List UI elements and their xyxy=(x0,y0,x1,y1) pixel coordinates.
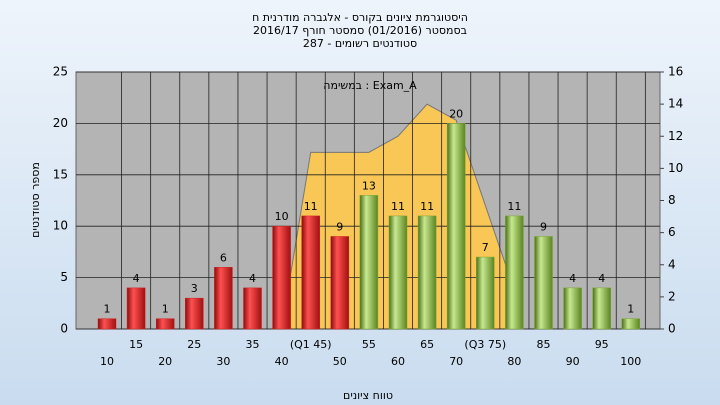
annotation: במשימה : Exam_A xyxy=(323,79,417,92)
x-axis-label: טווח ציונים xyxy=(343,389,393,402)
y2-tick-label: 0 xyxy=(668,322,676,336)
bar xyxy=(155,318,175,330)
y2-tick-label: 14 xyxy=(668,97,683,111)
y2-tick-label: 6 xyxy=(668,225,676,239)
data-label: 13 xyxy=(362,179,376,192)
bar xyxy=(592,287,611,330)
y2-tick-label: 4 xyxy=(668,257,676,271)
x-tick-label: 100 xyxy=(620,355,641,368)
bar xyxy=(126,287,146,330)
data-label: 20 xyxy=(449,107,463,120)
x-tick-label: 85 xyxy=(537,338,551,351)
bar xyxy=(330,236,350,330)
bar xyxy=(214,267,233,330)
data-label: 11 xyxy=(304,200,318,213)
data-label: 4 xyxy=(598,272,605,285)
chart-subtitle: בסמסטר (01/2016) סמסטר חורף 2016/17 xyxy=(253,24,467,37)
bar xyxy=(359,195,379,330)
bar xyxy=(301,215,320,330)
y2-tick-label: 12 xyxy=(668,129,683,143)
x-tick-label: 15 xyxy=(129,338,143,351)
data-label: 6 xyxy=(220,251,227,264)
y-tick-label: 5 xyxy=(60,270,68,284)
data-label: 4 xyxy=(569,272,576,285)
x-tick-label: 25 xyxy=(187,338,201,351)
x-tick-label: 90 xyxy=(566,355,580,368)
bar xyxy=(534,236,553,330)
x-tick-label: 50 xyxy=(333,355,347,368)
bar xyxy=(417,215,437,330)
x-tick-label: 30 xyxy=(216,355,230,368)
data-label: 3 xyxy=(191,282,198,295)
bar xyxy=(185,297,204,330)
x-tick-label: 70 xyxy=(449,355,463,368)
chart-title: היסטוגרמת ציונים בקורס - אלגברה מודרנית … xyxy=(252,11,468,24)
bar xyxy=(446,123,466,330)
y-tick-label: 15 xyxy=(53,167,68,181)
bar xyxy=(388,215,408,330)
data-label: 11 xyxy=(420,200,434,213)
y2-tick-label: 16 xyxy=(668,65,683,79)
x-tick-label: (Q1 45) xyxy=(290,338,332,351)
y-tick-label: 25 xyxy=(53,65,68,79)
y2-tick-label: 8 xyxy=(668,193,676,207)
data-label: 1 xyxy=(627,303,634,316)
data-label: 11 xyxy=(507,200,521,213)
data-label: 7 xyxy=(482,241,489,254)
x-tick-label: (Q3 75) xyxy=(464,338,506,351)
data-label: 1 xyxy=(104,303,111,316)
bar xyxy=(97,318,117,330)
bar xyxy=(505,215,524,330)
x-tick-label: 10 xyxy=(100,355,114,368)
x-tick-label: 40 xyxy=(275,355,289,368)
bar xyxy=(243,287,262,330)
x-tick-label: 35 xyxy=(246,338,260,351)
x-tick-label: 80 xyxy=(507,355,521,368)
y-tick-label: 0 xyxy=(60,322,68,336)
data-label: 4 xyxy=(249,272,256,285)
data-label: 9 xyxy=(336,220,343,233)
data-label: 1 xyxy=(162,303,169,316)
x-tick-label: 20 xyxy=(158,355,172,368)
data-label: 4 xyxy=(133,272,140,285)
x-tick-label: 65 xyxy=(420,338,434,351)
bar xyxy=(476,256,495,330)
x-tick-label: 55 xyxy=(362,338,376,351)
data-label: 11 xyxy=(391,200,405,213)
data-label: 10 xyxy=(275,210,289,223)
bar xyxy=(621,318,641,330)
data-label: 9 xyxy=(540,220,547,233)
x-tick-label: 60 xyxy=(391,355,405,368)
y2-tick-label: 2 xyxy=(668,289,676,303)
x-tick-label: 95 xyxy=(595,338,609,351)
y2-tick-label: 10 xyxy=(668,161,683,175)
y-tick-label: 20 xyxy=(53,116,68,130)
y-axis-label: מספר סטודנטים xyxy=(29,162,42,238)
bar xyxy=(563,287,582,330)
y-tick-label: 10 xyxy=(53,219,68,233)
bar xyxy=(272,225,291,330)
chart-subtitle: 287 - סטודנטים רשומים xyxy=(303,37,417,50)
